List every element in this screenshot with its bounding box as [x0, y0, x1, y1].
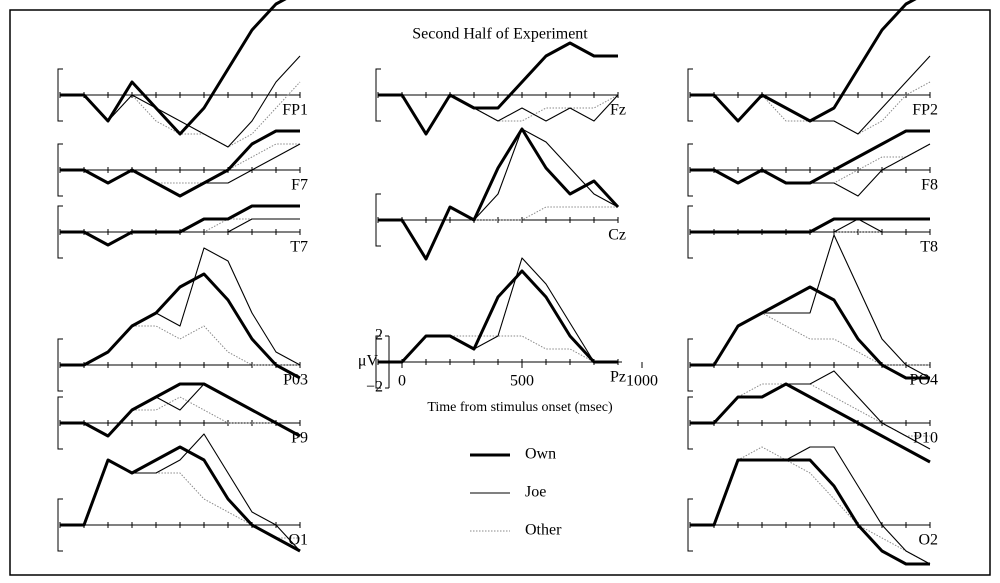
erp-trace [60, 129, 300, 198]
channel-label: Cz [608, 227, 626, 244]
y-axis-label: μV [358, 353, 379, 370]
x-tick-label: 1000 [626, 373, 658, 390]
channel-label: F7 [291, 177, 308, 194]
scale-bracket [687, 143, 693, 197]
erp-trace [690, 129, 930, 185]
channel-label: Fz [610, 102, 626, 119]
scale-bracket [57, 205, 63, 259]
scale-bracket [375, 68, 381, 122]
erp-trace [60, 382, 301, 438]
x-axis-label: Time from stimulus onset (msec) [427, 400, 613, 415]
erp-trace [60, 272, 301, 380]
channel-label: T8 [920, 239, 938, 256]
y-tick-label: −2 [366, 379, 383, 396]
erp-trace [690, 312, 930, 366]
erp-trace [60, 0, 287, 136]
channel-label: Pz [610, 369, 626, 386]
scale-bracket [57, 498, 63, 552]
scale-bracket [687, 68, 693, 122]
channel-label: P03 [283, 372, 308, 389]
erp-trace [378, 206, 618, 260]
erp-trace [378, 269, 618, 364]
scale-bracket [57, 338, 63, 392]
erp-trace [690, 0, 917, 123]
erp-trace [60, 204, 300, 247]
x-tick-label: 500 [510, 373, 534, 390]
erp-trace [690, 382, 931, 464]
channel-label: O1 [288, 532, 308, 549]
channel-label: PO4 [910, 372, 938, 389]
erp-trace [690, 217, 930, 234]
erp-trace [378, 127, 620, 261]
scale-bracket [57, 143, 63, 197]
erp-trace [378, 41, 618, 136]
legend-label: Other [525, 522, 562, 539]
x-tick-label: 0 [398, 373, 406, 390]
scale-bracket [687, 338, 693, 392]
scale-bracket [375, 335, 381, 389]
scale-bracket [375, 193, 381, 247]
scale-bracket [57, 68, 63, 122]
erp-trace [690, 285, 930, 380]
erp-trace [690, 446, 931, 565]
chart-title: Second Half of Experiment [412, 26, 588, 43]
scale-bracket [57, 396, 63, 450]
legend-label: Joe [525, 484, 546, 501]
scale-bracket [687, 396, 693, 450]
channel-label: F8 [921, 177, 938, 194]
scale-bracket [687, 205, 693, 259]
erp-trace [690, 458, 930, 566]
scale-bracket [687, 498, 693, 552]
channel-label: P10 [913, 430, 938, 447]
erp-trace [60, 247, 301, 366]
channel-label: T7 [290, 239, 308, 256]
frame [9, 9, 991, 576]
legend-label: Own [525, 446, 556, 463]
erp-trace [690, 234, 931, 379]
channel-label: FP1 [282, 102, 308, 119]
erp-trace [60, 445, 301, 553]
channel-label: P9 [291, 430, 308, 447]
y-tick-label: 2 [375, 327, 383, 344]
erp-trace [690, 446, 931, 565]
erp-trace [378, 257, 618, 363]
channel-label: O2 [918, 532, 938, 549]
channel-label: FP2 [912, 102, 938, 119]
